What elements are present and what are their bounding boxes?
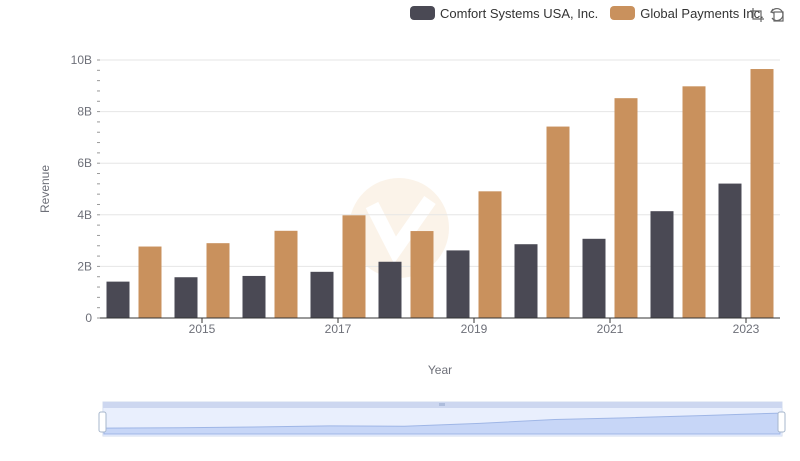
bar-global-payments-2022[interactable] <box>682 86 706 318</box>
bar-comfort-systems-2023[interactable] <box>718 183 742 318</box>
slider-left-handle[interactable] <box>98 411 107 433</box>
legend-swatch-global-payments <box>610 6 636 20</box>
bar-comfort-systems-2020[interactable] <box>514 244 538 318</box>
x-tick-label: 2023 <box>733 322 760 336</box>
slider-grip-icon[interactable] <box>439 403 445 406</box>
restore-icon[interactable] <box>768 6 786 24</box>
bar-comfort-systems-2022[interactable] <box>650 211 674 318</box>
bar-series <box>106 69 774 319</box>
bar-global-payments-2020[interactable] <box>546 126 570 319</box>
bar-comfort-systems-2019[interactable] <box>446 250 470 318</box>
y-tick-label: 4B <box>77 208 92 222</box>
chart-toolbar <box>746 6 786 24</box>
y-gridlines <box>97 59 780 319</box>
bar-comfort-systems-2015[interactable] <box>174 277 198 318</box>
bar-global-payments-2018[interactable] <box>410 231 434 318</box>
y-tick-label: 10B <box>71 53 92 67</box>
bar-comfort-systems-2017[interactable] <box>310 271 334 318</box>
y-axis-tick-labels: 0 2B 4B 6B 8B 10B <box>71 53 93 325</box>
chart-legend: Comfort Systems USA, Inc. Global Payment… <box>410 4 776 22</box>
bar-global-payments-2015[interactable] <box>206 243 230 318</box>
bar-comfort-systems-2018[interactable] <box>378 261 402 318</box>
bar-comfort-systems-2016[interactable] <box>242 275 266 318</box>
legend-item-comfort-systems[interactable]: Comfort Systems USA, Inc. <box>410 6 598 21</box>
x-axis: 2015 2017 2019 2021 2023 <box>100 317 780 336</box>
bar-global-payments-2014[interactable] <box>138 246 162 318</box>
bar-global-payments-2023[interactable] <box>750 69 774 318</box>
x-tick-label: 2017 <box>325 322 352 336</box>
bar-global-payments-2016[interactable] <box>274 230 298 318</box>
y-tick-label: 6B <box>77 156 92 170</box>
bar-global-payments-2017[interactable] <box>342 215 366 318</box>
y-axis-title: Revenue <box>38 165 52 213</box>
x-tick-label: 2019 <box>461 322 488 336</box>
slider-right-handle[interactable] <box>777 411 786 433</box>
bar-global-payments-2021[interactable] <box>614 98 638 319</box>
y-tick-label: 8B <box>77 105 92 119</box>
y-tick-label: 2B <box>77 259 92 273</box>
bar-global-payments-2019[interactable] <box>478 191 502 318</box>
legend-label-comfort-systems: Comfort Systems USA, Inc. <box>440 5 599 21</box>
x-tick-label: 2015 <box>189 322 216 336</box>
legend-swatch-comfort-systems <box>410 6 435 20</box>
bar-comfort-systems-2021[interactable] <box>582 238 606 318</box>
data-zoom-slider[interactable] <box>98 401 786 437</box>
x-tick-label: 2021 <box>597 322 624 336</box>
x-axis-title: Year <box>428 363 452 377</box>
y-tick-label: 0 <box>85 311 92 325</box>
legend-item-global-payments[interactable]: Global Payments Inc. <box>610 6 764 21</box>
bar-comfort-systems-2014[interactable] <box>106 281 130 318</box>
legend-label-global-payments: Global Payments Inc. <box>640 5 764 21</box>
zoom-icon[interactable] <box>748 6 766 24</box>
